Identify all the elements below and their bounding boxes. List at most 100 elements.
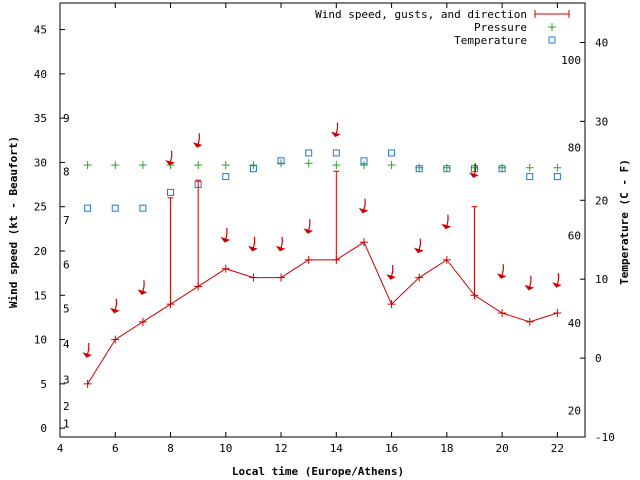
beaufort-label: 5: [63, 303, 70, 316]
beaufort-label: 8: [63, 165, 70, 178]
wind-direction-arrow: [524, 275, 535, 291]
wind-speed-point: [415, 273, 424, 282]
temperature-point: [498, 165, 506, 173]
wind-speed-point: [221, 264, 230, 273]
temperature-point: [84, 204, 92, 212]
wind-speed-point: [442, 255, 451, 264]
wind-direction-arrow: [248, 236, 258, 252]
beaufort-label: 9: [63, 112, 70, 125]
wind-speed-point: [470, 291, 479, 300]
arrow-head: [524, 284, 535, 291]
beaufort-label: 1: [63, 418, 70, 431]
arrow-head: [413, 247, 424, 254]
legend-temperature-marker: [548, 36, 556, 44]
wind-direction-arrow: [331, 122, 341, 138]
wind-direction-arrow: [441, 214, 452, 230]
temperature-point: [167, 188, 175, 196]
plot-frame: [59, 2, 586, 438]
arrow-head: [192, 142, 203, 148]
wind-direction-arrow: [220, 227, 231, 243]
temperature-point: [111, 204, 119, 212]
temperature-point: [443, 165, 451, 173]
pressure-point: [111, 161, 120, 170]
left-axis-title: Wind speed (kt - Beaufort): [7, 136, 20, 308]
axis-ticks: [59, 3, 585, 438]
x-tick-label: 12: [274, 442, 287, 455]
legend: Wind speed, gusts, and direction Pressur…: [315, 8, 570, 47]
fahrenheit-tick-label: 20: [568, 405, 581, 418]
celsius-tick-label: 40: [595, 36, 608, 49]
celsius-tick-label: 10: [595, 273, 608, 286]
wind-direction-arrow: [413, 238, 424, 254]
arrow-head: [137, 289, 148, 295]
celsius-tick-label: 30: [595, 115, 608, 128]
left-tick-label: 25: [34, 201, 47, 214]
wind-speed-point: [166, 300, 175, 309]
celsius-tick-label: 0: [595, 352, 602, 365]
wind-speed-point: [138, 317, 147, 326]
wind-speed-point: [359, 238, 368, 247]
arrow-head: [496, 273, 507, 279]
wind-direction-arrow: [275, 236, 286, 252]
wind-speed-point: [304, 255, 313, 264]
pressure-point: [525, 163, 534, 172]
pressure-point: [221, 161, 230, 170]
legend-pressure-label: Pressure: [474, 21, 527, 34]
arrow-head: [469, 172, 479, 178]
legend-pressure-marker: [548, 23, 556, 31]
x-tick-label: 8: [167, 442, 174, 455]
x-tick-label: 18: [440, 442, 453, 455]
wind-direction-arrow: [552, 273, 562, 288]
temperature-point: [249, 165, 257, 173]
temperature-point: [360, 157, 368, 165]
arrow-head: [275, 245, 286, 252]
wind-speed-point: [249, 273, 258, 282]
wind-direction-arrow: [165, 150, 175, 166]
wind-speed-point: [332, 255, 341, 264]
left-tick-label: 45: [34, 24, 47, 37]
x-axis-title: Local time (Europe/Athens): [232, 465, 404, 478]
arrow-head: [303, 228, 314, 234]
legend-temperature-label: Temperature: [454, 34, 527, 47]
beaufort-label: 3: [63, 373, 70, 386]
wind-direction-arrow: [358, 198, 369, 214]
wind-speed-line: [87, 241, 558, 385]
left-tick-label: 0: [40, 422, 47, 435]
beaufort-label: 2: [63, 400, 70, 413]
x-tick-label: 14: [330, 442, 344, 455]
wind-direction-arrow: [109, 298, 120, 314]
fahrenheit-tick-label: 40: [568, 317, 581, 330]
arrow-head: [386, 274, 396, 280]
x-tick-label: 6: [112, 442, 119, 455]
wind-direction-arrow: [386, 265, 396, 280]
pressure-point: [332, 161, 341, 170]
arrow-head: [552, 282, 562, 288]
wind-direction-arrow: [192, 133, 203, 148]
left-tick-label: 30: [34, 156, 47, 169]
celsius-tick-label: -10: [595, 431, 615, 444]
celsius-tick-label: 20: [595, 194, 608, 207]
temperature-point: [388, 149, 396, 157]
wind-direction-arrow: [496, 264, 507, 279]
temperature-point: [415, 165, 423, 173]
temperature-point: [526, 173, 534, 181]
x-tick-label: 10: [219, 442, 232, 455]
x-tick-label: 4: [57, 442, 64, 455]
temperature-point: [194, 180, 202, 188]
arrow-head: [331, 131, 341, 138]
arrow-head: [441, 223, 452, 230]
wind-speed-point: [111, 335, 120, 344]
left-tick-label: 10: [34, 334, 47, 347]
wind-direction-arrow: [303, 219, 314, 234]
wind-speed-point: [525, 317, 534, 326]
series-layer: [82, 122, 562, 388]
wind-speed-point: [194, 282, 203, 291]
left-tick-label: 20: [34, 245, 47, 258]
arrow-head: [220, 237, 231, 243]
temperature-point: [305, 149, 313, 157]
pressure-point: [194, 161, 203, 170]
temperature-point: [470, 165, 478, 173]
arrow-head: [248, 245, 258, 252]
right-axis-title: Temperature (C - F): [618, 159, 631, 285]
